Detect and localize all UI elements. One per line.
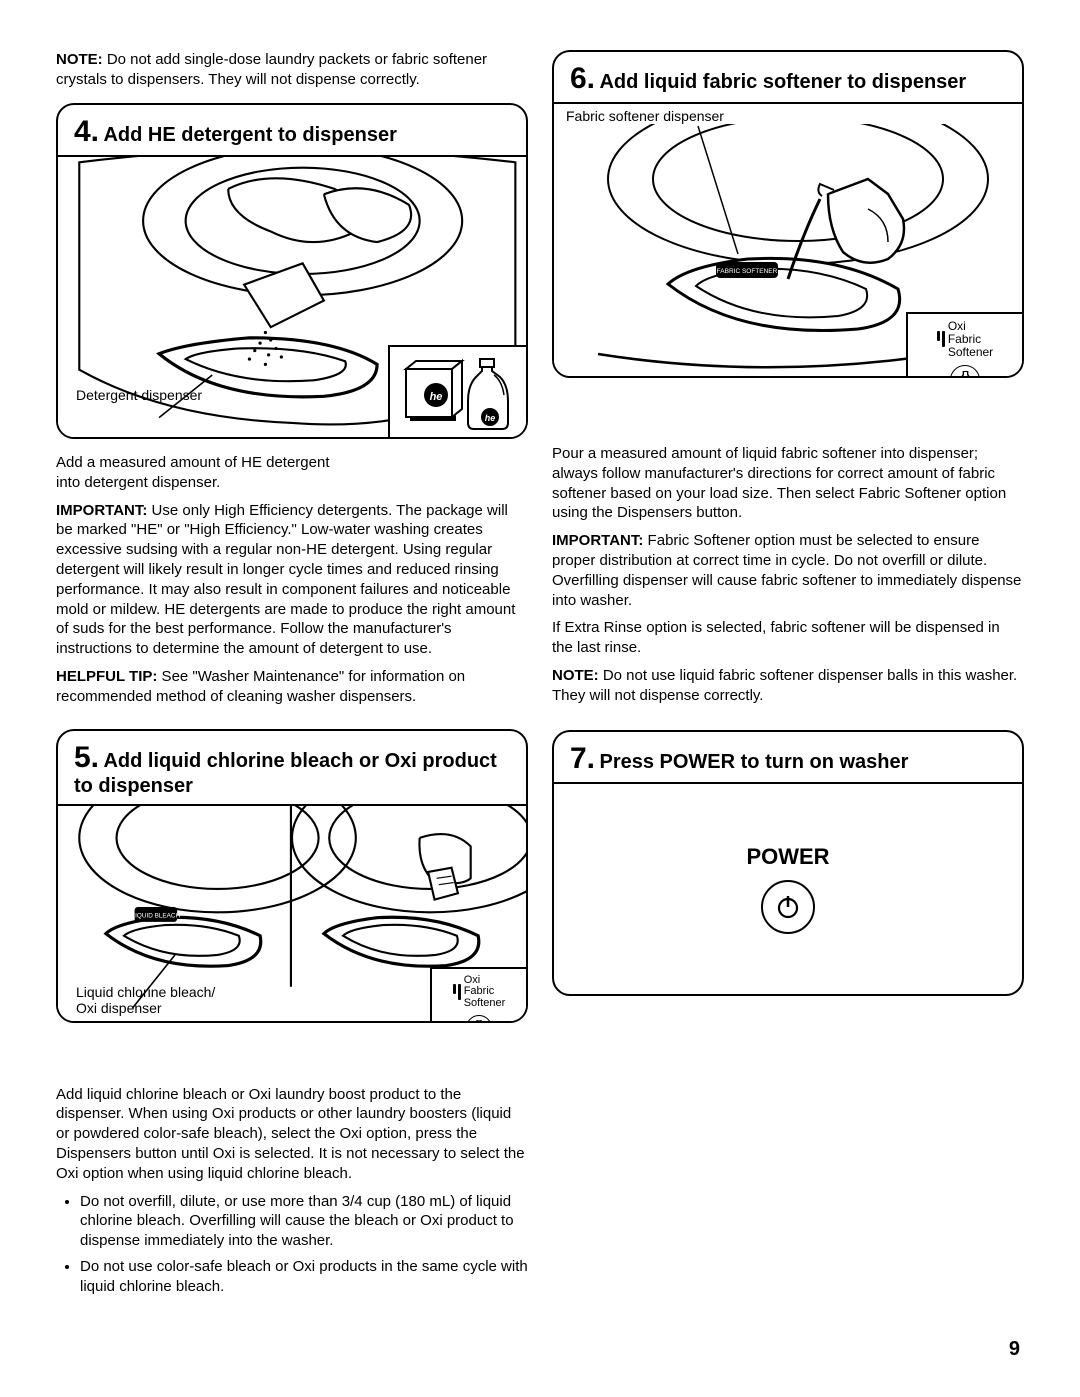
- power-icon: [774, 893, 802, 921]
- step-5-header: 5. Add liquid chlorine bleach or Oxi pro…: [58, 731, 526, 806]
- step-5: 5. Add liquid chlorine bleach or Oxi pro…: [56, 729, 528, 1023]
- step-5-number: 5.: [74, 741, 99, 774]
- step-5-callout: Liquid chlorine bleach/ Oxi dispenser: [64, 982, 215, 1016]
- dispenser-bottle-icon: [466, 1015, 492, 1022]
- power-button[interactable]: [761, 880, 815, 934]
- step-6: 6. Add liquid fabric softener to dispens…: [552, 50, 1024, 378]
- left-column: NOTE: Do not add single-dose laundry pac…: [56, 50, 528, 1303]
- step-5-bullet-1: Do not overfill, dilute, or use more tha…: [80, 1192, 528, 1251]
- step-4-header: 4. Add HE detergent to dispenser: [58, 105, 526, 157]
- power-label: POWER: [746, 844, 829, 870]
- step-4-illustration: Detergent dispenser he: [58, 157, 526, 437]
- step-6-number: 6.: [570, 62, 595, 95]
- svg-text:LIQUID BLEACH: LIQUID BLEACH: [132, 912, 181, 919]
- step-6-body2: If Extra Rinse option is selected, fabri…: [552, 618, 1024, 658]
- right-column: 6. Add liquid fabric softener to dispens…: [552, 50, 1024, 1303]
- step-4-callout: Detergent dispenser: [64, 385, 202, 403]
- step-7-header: 7. Press POWER to turn on washer: [554, 732, 1022, 784]
- step-4-important: IMPORTANT: Use only High Efficiency dete…: [56, 501, 528, 659]
- step-6-header: 6. Add liquid fabric softener to dispens…: [554, 52, 1022, 104]
- he-products-inset: he he: [388, 345, 528, 439]
- step-4-tip: HELPFUL TIP: See "Washer Maintenance" fo…: [56, 667, 528, 707]
- step-6-illustration: Fabric softener dispenser FABRIC SOFTENE…: [554, 104, 1022, 376]
- step-6-body: Pour a measured amount of liquid fabric …: [552, 444, 1024, 714]
- step-5-illustration: LIQUID BLEACH: [58, 806, 526, 1021]
- step-4: 4. Add HE detergent to dispenser: [56, 103, 528, 439]
- step-4-intro: Add a measured amount of HE detergent in…: [56, 453, 336, 493]
- svg-text:FABRIC SOFTENER: FABRIC SOFTENER: [717, 268, 778, 275]
- step-5-bullet-2: Do not use color-safe bleach or Oxi prod…: [80, 1257, 528, 1297]
- step-4-title: Add HE detergent to dispenser: [103, 124, 396, 146]
- step-6-body1: Pour a measured amount of liquid fabric …: [552, 444, 1024, 523]
- step-7: 7. Press POWER to turn on washer POWER: [552, 730, 1024, 996]
- step-7-title: Press POWER to turn on washer: [599, 751, 908, 773]
- step-6-callout: Fabric softener dispenser: [554, 104, 1022, 124]
- top-note: NOTE: Do not add single-dose laundry pac…: [56, 50, 528, 89]
- step-4-body: Add a measured amount of HE detergent in…: [56, 453, 528, 715]
- step-7-number: 7.: [570, 742, 595, 775]
- step-6-important: IMPORTANT: Fabric Softener option must b…: [552, 531, 1024, 610]
- step-5-body1: Add liquid chlorine bleach or Oxi laundr…: [56, 1085, 528, 1184]
- page-number: 9: [1009, 1338, 1020, 1361]
- step-5-title: Add liquid chlorine bleach or Oxi produc…: [74, 750, 497, 797]
- svg-text:he: he: [430, 391, 443, 403]
- step-7-body: POWER: [554, 784, 1022, 994]
- note-label: NOTE:: [56, 51, 103, 68]
- step-6-title: Add liquid fabric softener to dispenser: [599, 71, 966, 93]
- step-5-dispensers-inset: Oxi Fabric Softener Dispensers: [430, 967, 528, 1023]
- step-6-dispensers-inset: Oxi Fabric Softener Dispensers: [906, 312, 1024, 378]
- step-5-body: Add liquid chlorine bleach or Oxi laundr…: [56, 1085, 528, 1303]
- step-4-number: 4.: [74, 115, 99, 148]
- step-5-bullets: Do not overfill, dilute, or use more tha…: [56, 1192, 528, 1297]
- dispenser-bottle-icon: [950, 365, 980, 378]
- svg-text:he: he: [485, 413, 496, 423]
- note-text: Do not add single-dose laundry packets o…: [56, 51, 487, 88]
- step-6-note: NOTE: Do not use liquid fabric softener …: [552, 666, 1024, 706]
